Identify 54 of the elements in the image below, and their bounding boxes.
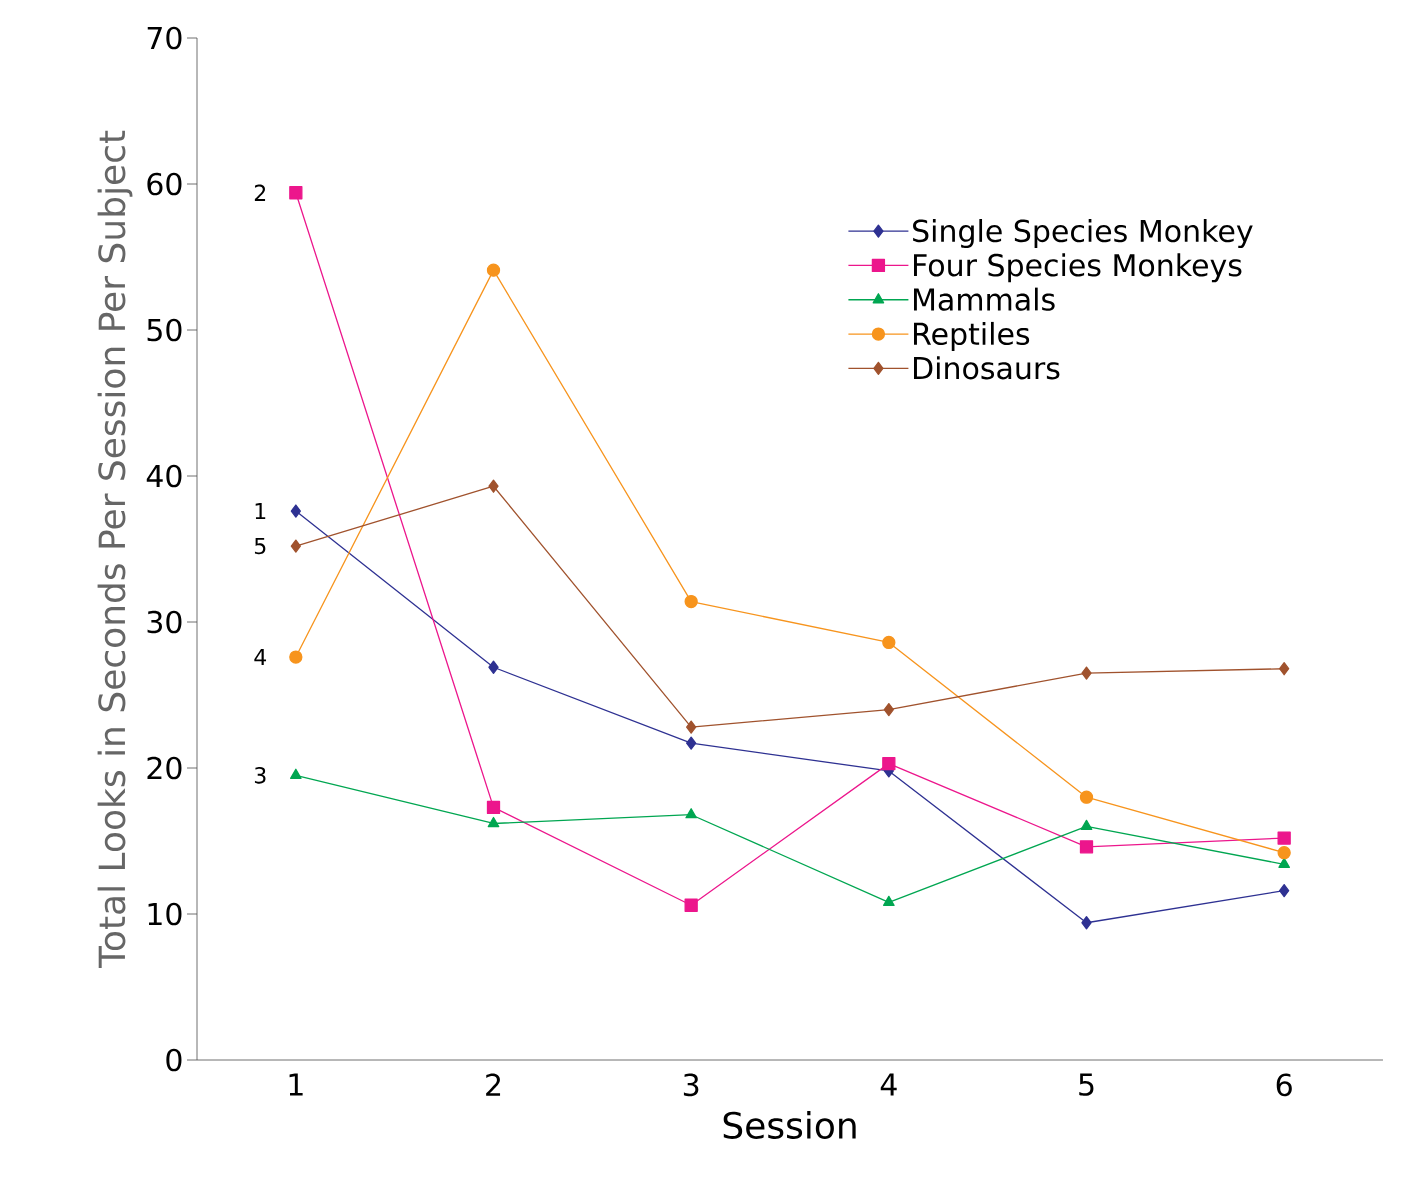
- x-tick-label: 6: [1276, 1073, 1292, 1097]
- annotation: 3: [254, 766, 266, 784]
- point: [290, 504, 301, 518]
- x-tick-label: 3: [683, 1073, 699, 1097]
- annotation: 1: [255, 503, 266, 520]
- legend-label: Mammals: [914, 287, 1055, 311]
- point: [486, 263, 501, 277]
- point: [1277, 846, 1291, 860]
- point: [1081, 916, 1092, 930]
- point: [1081, 666, 1092, 680]
- point: [1079, 790, 1094, 804]
- x-axis-title: Session: [723, 1111, 856, 1139]
- y-axis-title: Total Looks in Seconds Per Session Per Subject: [97, 130, 133, 969]
- point: [882, 756, 896, 771]
- point: [685, 808, 698, 819]
- annotation: 4: [254, 649, 267, 666]
- point: [1080, 819, 1093, 831]
- annotation: 5: [254, 537, 266, 555]
- point: [686, 736, 697, 750]
- y-tick-label: 60: [147, 172, 182, 196]
- point: [290, 539, 301, 553]
- point: [684, 898, 698, 912]
- point: [882, 895, 895, 906]
- point: [883, 702, 894, 717]
- point: [1279, 883, 1290, 898]
- point: [488, 660, 499, 674]
- point: [684, 594, 698, 609]
- x-tick-label: 5: [1079, 1073, 1094, 1096]
- legend-label: Four Species Monkeys: [914, 253, 1242, 283]
- y-tick-label: 70: [147, 26, 182, 50]
- point: [487, 816, 500, 828]
- x-tick-label: 4: [880, 1073, 897, 1096]
- point: [1279, 662, 1290, 676]
- x-tick-label: 1: [289, 1073, 303, 1096]
- y-tick-label: 20: [147, 756, 182, 780]
- point: [486, 800, 501, 815]
- annotation: 2: [254, 184, 266, 201]
- point: [882, 635, 896, 650]
- y-tick-label: 40: [146, 464, 182, 488]
- point: [686, 720, 697, 734]
- point: [1277, 831, 1291, 845]
- y-tick-label: 30: [147, 610, 182, 634]
- point: [289, 186, 303, 200]
- x-tick-label: 2: [486, 1073, 501, 1096]
- point: [1079, 840, 1094, 854]
- legend-label: Single Species Monkey: [913, 219, 1253, 249]
- legend-label: Dinosaurs: [914, 356, 1060, 380]
- point: [289, 650, 303, 664]
- y-tick-label: 0: [166, 1048, 182, 1072]
- y-tick-label: 10: [148, 902, 182, 926]
- y-tick-label: 50: [147, 318, 182, 342]
- legend-label: Reptiles: [914, 321, 1030, 351]
- point: [289, 768, 302, 779]
- point: [488, 479, 499, 493]
